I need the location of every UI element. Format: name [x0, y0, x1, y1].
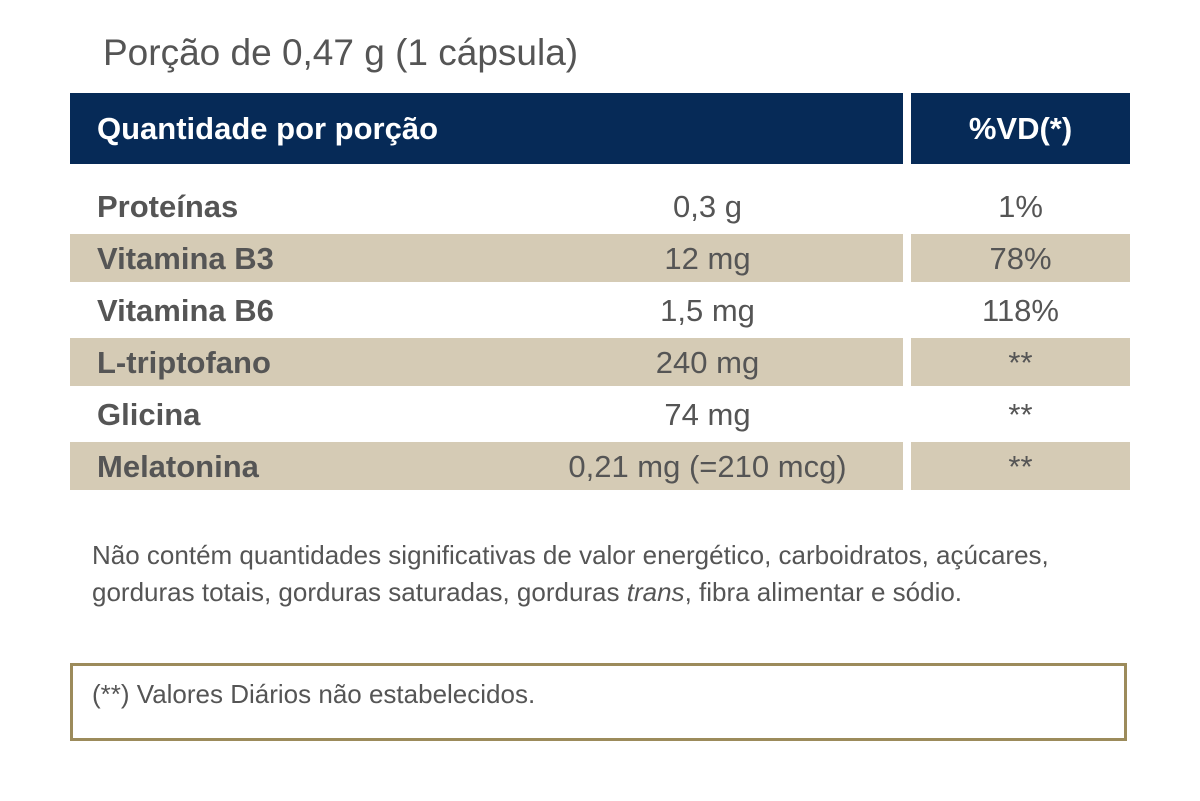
- name-cell: Melatonina: [97, 449, 259, 484]
- vd-cell: **: [1008, 345, 1033, 380]
- row-stripe: [911, 442, 1130, 490]
- note: Não contém quantidades significativas de…: [92, 537, 1132, 611]
- amt-cell: 1,5 mg: [660, 293, 755, 328]
- vd-cell: 1%: [998, 189, 1043, 224]
- name-cell: Vitamina B6: [97, 293, 274, 328]
- row-stripe: [911, 234, 1130, 282]
- note-text: Não contém quantidades significativas de…: [92, 540, 1049, 607]
- header-cell: %VD(*): [911, 93, 1130, 164]
- name-cell: L-triptofano: [97, 345, 271, 380]
- amt-cell: 240 mg: [655, 345, 760, 380]
- note-italic: trans: [626, 577, 685, 607]
- amt-cell: 0,3 g: [673, 189, 742, 224]
- row-stripe: [70, 338, 903, 386]
- row-stripe: [70, 234, 903, 282]
- vd-cell: 78%: [989, 241, 1052, 276]
- amt-cell: 12 mg: [664, 241, 751, 276]
- footnote-box: [70, 663, 1127, 741]
- name-cell: Vitamina B3: [97, 241, 274, 276]
- vd-cell: **: [1008, 397, 1033, 432]
- amt-cell: 0,21 mg (=210 mcg): [568, 449, 847, 484]
- name-cell: Proteínas: [97, 189, 239, 224]
- row-stripe: [70, 442, 903, 490]
- footnote: (**) Valores Diários não estabelecidos.: [92, 679, 536, 709]
- note-text: , fibra alimentar e sódio.: [684, 577, 963, 607]
- header-cell: Quantidade por porção: [70, 93, 903, 164]
- vd-cell: 118%: [982, 293, 1059, 328]
- row-stripe: [911, 338, 1130, 386]
- amt-cell: 74 mg: [664, 397, 751, 432]
- name-cell: Glicina: [97, 397, 201, 432]
- portion-title: Porção de 0,47 g (1 cápsula): [103, 32, 579, 73]
- vd-cell: **: [1008, 449, 1033, 484]
